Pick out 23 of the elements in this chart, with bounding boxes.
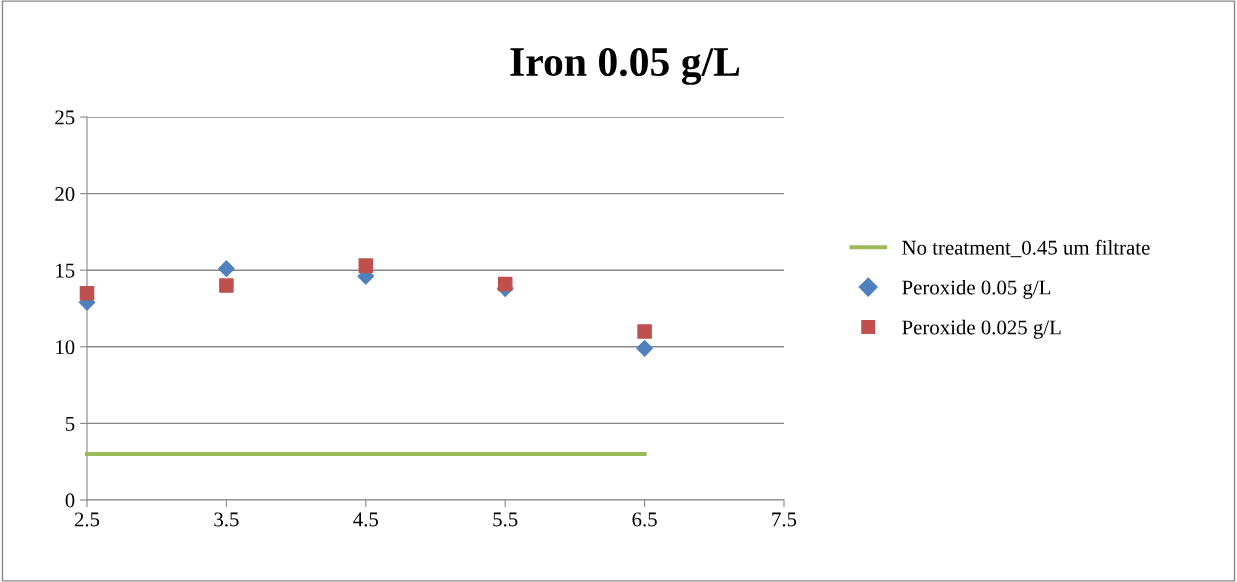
point [636,340,653,357]
y-tick-label: 10 [56,340,75,355]
y-tick-label: 15 [56,263,75,278]
y-tick-label: 20 [55,186,75,202]
point [497,276,513,292]
point [218,260,235,277]
y-tick-label: 0 [65,493,75,508]
x-tick-label: 7.5 [772,512,797,527]
y-tick-label: 5 [65,416,75,431]
x-tick-label: 2.5 [74,512,100,527]
legend-label: No treatment_0.45 um filtrate [902,239,1150,258]
x-tick-label: 3.5 [214,512,239,527]
y-tick-label: 25 [55,110,75,125]
point [637,324,652,339]
point [79,285,95,301]
chart-title: Iron 0.05 g/L [510,47,740,85]
x-tick-label: 4.5 [353,512,379,527]
point [358,258,374,273]
legend-label: Peroxide 0.025 g/L [902,319,1061,339]
x-tick-label: 6.5 [632,512,657,527]
legend-label: Peroxide 0.05 g/L [902,279,1051,299]
point [219,278,234,293]
x-tick-label: 5.5 [493,512,518,527]
